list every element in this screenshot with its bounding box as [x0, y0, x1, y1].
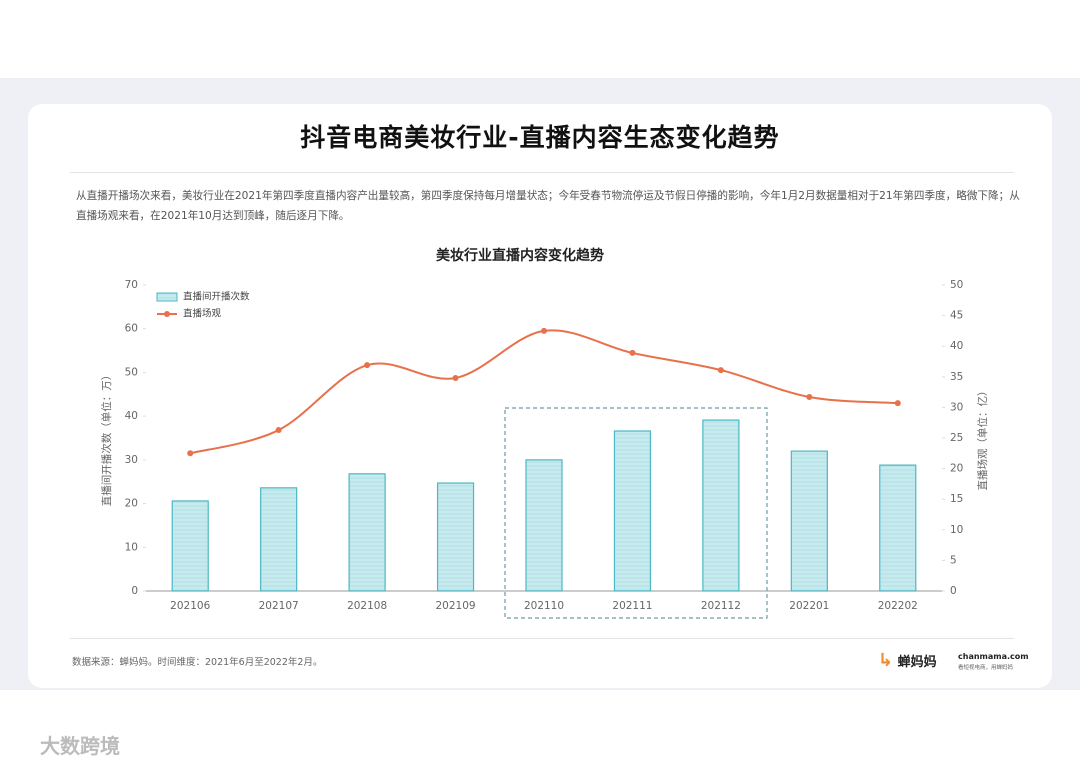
- line-point: [187, 450, 194, 457]
- brand-slogan: 看短视电商，用蝉妈妈: [958, 665, 1014, 671]
- y2-tick-label: 20: [950, 463, 963, 475]
- bar: [171, 500, 209, 592]
- separator: [70, 638, 1014, 639]
- y2-axis-label: 直播场观（单位：亿）: [976, 386, 989, 491]
- legend-swatch: [156, 292, 178, 302]
- brand-logo: ↳ 蝉妈妈: [878, 650, 937, 671]
- y-tick-label: 50: [125, 366, 138, 378]
- x-tick-label: 202108: [347, 600, 387, 612]
- line: [189, 329, 898, 455]
- bar: [613, 430, 652, 592]
- x-tick-label: 202109: [436, 600, 476, 612]
- y2-tick-label: 35: [950, 371, 963, 383]
- y-tick-label: 20: [125, 498, 138, 510]
- y-tick-label: 30: [125, 454, 138, 466]
- source-note: 数据来源：蝉妈妈。时间维度：2021年6月至2022年2月。: [72, 657, 323, 668]
- legend-swatch: [164, 311, 170, 317]
- bar: [260, 487, 298, 592]
- y-tick-label: 40: [125, 410, 138, 422]
- bar: [702, 419, 740, 592]
- x-tick-label: 202106: [170, 600, 210, 612]
- x-tick-label: 202201: [789, 600, 829, 612]
- y2-tick-label: 15: [950, 493, 963, 505]
- legend-label: 直播场观: [183, 308, 222, 320]
- bar: [790, 450, 828, 592]
- separator: [70, 172, 1014, 173]
- line-point: [806, 393, 813, 400]
- x-tick-label: 202112: [701, 600, 741, 612]
- page-title: 抖音电商美妆行业-直播内容生态变化趋势: [300, 123, 780, 152]
- bar: [525, 459, 563, 592]
- bar: [436, 482, 475, 592]
- y2-tick-label: 0: [950, 585, 957, 597]
- y2-tick-label: 30: [950, 401, 963, 413]
- x-tick-label: 202110: [524, 600, 564, 612]
- y-tick-label: 0: [131, 585, 138, 597]
- highlight-box: [504, 407, 768, 619]
- line-point: [541, 327, 547, 334]
- y-axis-label: 直播间开播次数（单位：万）: [100, 370, 113, 507]
- x-tick-label: 202202: [878, 600, 918, 612]
- line-point: [717, 367, 724, 374]
- line-point: [452, 375, 459, 382]
- bar: [348, 473, 386, 592]
- y2-tick-label: 40: [950, 340, 963, 352]
- brand-site: chanmama.com: [958, 652, 1029, 661]
- y2-tick-label: 10: [950, 524, 963, 536]
- watermark: 大数跨境: [40, 734, 120, 758]
- y-tick-label: 10: [125, 541, 138, 553]
- y2-tick-label: 45: [950, 310, 963, 322]
- y-tick-label: 60: [125, 323, 138, 335]
- bar: [879, 464, 917, 592]
- line-point: [364, 362, 371, 369]
- y2-tick-label: 25: [950, 432, 963, 444]
- brand-name: 蝉妈妈: [897, 655, 937, 670]
- description: 从直播开播场次来看，美妆行业在2021年第四季度直播内容产出量较高，第四季度保持…: [76, 190, 1020, 222]
- line-point: [894, 400, 901, 407]
- chart-title: 美妆行业直播内容变化趋势: [436, 247, 604, 264]
- y2-tick-label: 5: [950, 554, 957, 566]
- y-tick-label: 70: [125, 279, 138, 291]
- x-tick-label: 202107: [259, 600, 299, 612]
- x-tick-label: 202111: [612, 600, 652, 612]
- line-point: [629, 349, 636, 356]
- line-point: [275, 427, 282, 434]
- y2-tick-label: 50: [950, 279, 963, 291]
- legend-label: 直播间开播次数: [183, 291, 250, 303]
